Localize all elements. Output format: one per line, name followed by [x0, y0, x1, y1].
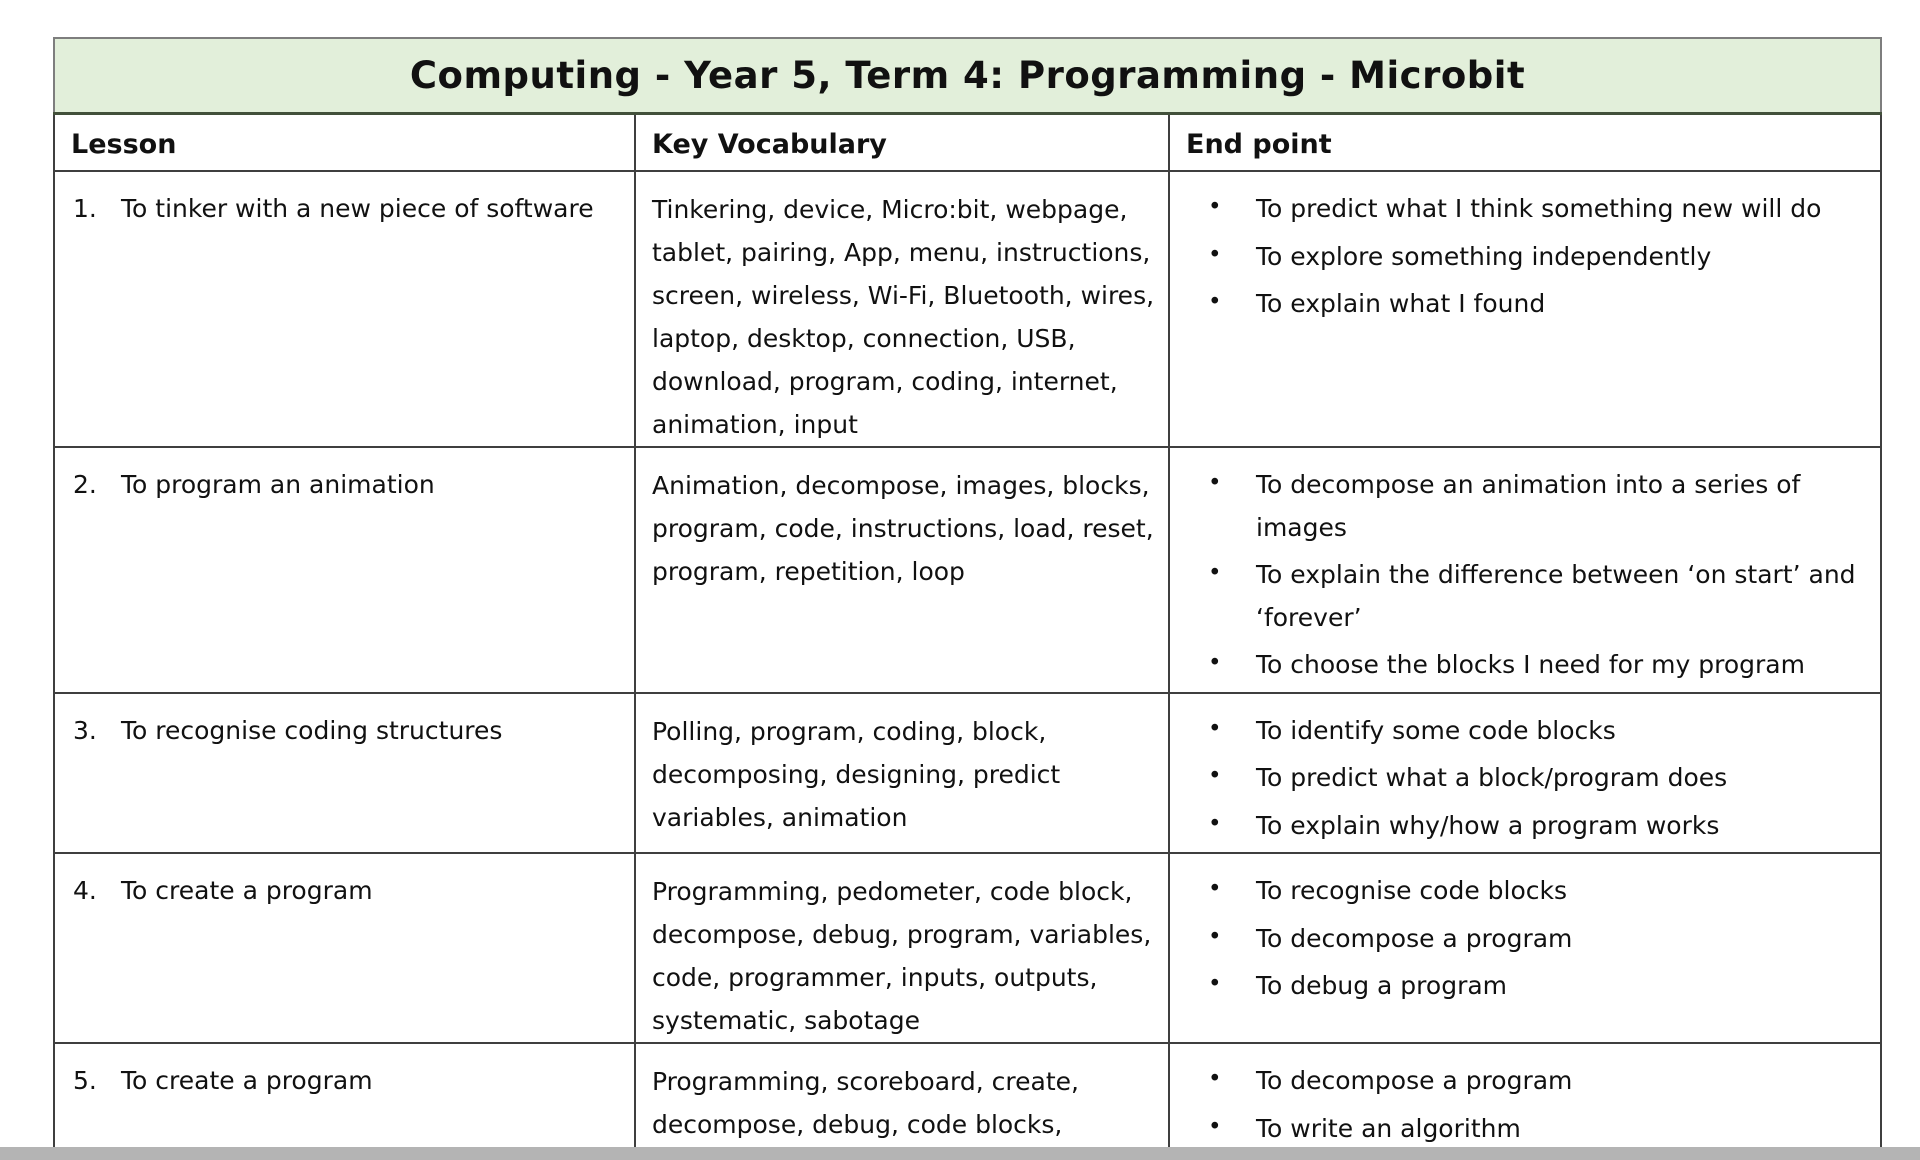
lesson-item: 5. To create a program: [55, 1058, 634, 1103]
lesson-cell: 2. To program an animation: [53, 446, 636, 694]
vocabulary-text: Programming, pedometer, code block, deco…: [652, 877, 1152, 1035]
lesson-number: 3.: [73, 715, 97, 745]
endpoint-text: To choose the blocks I need for my progr…: [1256, 650, 1805, 679]
endpoint-cell: • To identify some code blocks • To pred…: [1167, 691, 1883, 854]
title-row: Computing - Year 5, Term 4: Programming …: [52, 37, 1883, 115]
endpoint-cell: • To decompose a program • To write an a…: [1167, 1042, 1883, 1160]
endpoint-item: • To predict what a block/program does: [1170, 757, 1880, 800]
endpoint-item: • To explore something independently: [1170, 236, 1880, 279]
lesson-title: To create a program: [121, 876, 373, 905]
endpoint-item: • To write an algorithm: [1170, 1108, 1880, 1151]
endpoint-text: To write an algorithm: [1256, 1113, 1521, 1143]
endpoint-item: • To identify some code blocks: [1170, 710, 1880, 753]
curriculum-table: Computing - Year 5, Term 4: Programming …: [52, 37, 1883, 1160]
bullet-icon: •: [1208, 560, 1222, 586]
vocabulary-text: Tinkering, device, Micro:bit, webpage, t…: [652, 195, 1155, 439]
bullet-icon: •: [1208, 1066, 1222, 1092]
endpoint-text: To decompose a program: [1256, 923, 1573, 953]
endpoint-item: • To explain the difference between ‘on …: [1170, 554, 1880, 639]
header-row: Lesson Key Vocabulary End point: [53, 112, 1883, 172]
lesson-cell: 3. To recognise coding structures: [53, 691, 636, 854]
vocabulary-cell: Programming, pedometer, code block, deco…: [634, 852, 1170, 1044]
bullet-icon: •: [1208, 763, 1222, 789]
endpoint-text: To explain the difference between ‘on st…: [1256, 560, 1856, 632]
title-cell: Computing - Year 5, Term 4: Programming …: [52, 37, 1883, 115]
lesson-number: 1.: [73, 194, 97, 223]
endpoint-text: To explain why/how a program works: [1256, 810, 1720, 840]
table-row: 3. To recognise coding structures Pollin…: [53, 691, 1883, 854]
lesson-title: To recognise coding structures: [121, 715, 503, 745]
lesson-number: 2.: [73, 470, 97, 499]
bullet-icon: •: [1208, 971, 1222, 997]
bullet-icon: •: [1208, 1113, 1222, 1140]
endpoint-item: • To decompose an animation into a serie…: [1170, 464, 1880, 549]
table-row: 2. To program an animation Animation, de…: [53, 446, 1883, 694]
endpoint-text: To predict what a block/program does: [1256, 763, 1728, 792]
table-row: 4. To create a program Programming, pedo…: [53, 852, 1883, 1044]
endpoint-item: • To explain what I found: [1170, 283, 1880, 326]
bullet-icon: •: [1208, 241, 1222, 268]
lesson-item: 2. To program an animation: [55, 462, 634, 507]
column-header-lesson: Lesson: [53, 112, 636, 172]
lesson-item: 1. To tinker with a new piece of softwar…: [55, 186, 634, 231]
lesson-title: To program an animation: [121, 470, 435, 499]
vocabulary-text: Programming, scoreboard, create, decompo…: [652, 1067, 1079, 1160]
bullet-icon: •: [1208, 715, 1222, 742]
endpoint-text: To debug a program: [1256, 971, 1508, 1000]
vocabulary-text: Polling, program, coding, block, decompo…: [652, 716, 1061, 832]
lesson-title: To tinker with a new piece of software: [121, 194, 594, 223]
viewer-bottom-edge: [0, 1147, 1920, 1160]
endpoint-text: To explain what I found: [1256, 289, 1546, 318]
lesson-item: 3. To recognise coding structures: [55, 708, 634, 753]
column-header-endpoint: End point: [1167, 112, 1883, 172]
lesson-item: 4. To create a program: [55, 868, 634, 913]
vocabulary-text: Animation, decompose, images, blocks, pr…: [652, 471, 1154, 586]
table-row: 1. To tinker with a new piece of softwar…: [53, 170, 1883, 448]
endpoint-text: To decompose an animation into a series …: [1256, 470, 1801, 542]
column-header-vocabulary: Key Vocabulary: [634, 112, 1170, 172]
endpoint-item: • To decompose a program: [1170, 1060, 1880, 1103]
endpoint-item: • To explain why/how a program works: [1170, 805, 1880, 848]
table-row: 5. To create a program Programming, scor…: [53, 1042, 1883, 1160]
endpoint-cell: • To predict what I think something new …: [1167, 170, 1883, 448]
bullet-icon: •: [1208, 194, 1222, 220]
lesson-cell: 5. To create a program: [53, 1042, 636, 1160]
endpoint-text: To identify some code blocks: [1256, 715, 1616, 745]
bullet-icon: •: [1208, 810, 1222, 837]
endpoint-text: To decompose a program: [1256, 1066, 1573, 1095]
endpoint-text: To explore something independently: [1256, 241, 1712, 271]
endpoint-text: To recognise code blocks: [1256, 876, 1568, 905]
bullet-icon: •: [1208, 650, 1222, 676]
endpoint-item: • To choose the blocks I need for my pro…: [1170, 644, 1880, 687]
page-title: Computing - Year 5, Term 4: Programming …: [409, 53, 1526, 97]
endpoint-item: • To predict what I think something new …: [1170, 188, 1880, 231]
endpoint-item: • To debug a program: [1170, 965, 1880, 1008]
lesson-title: To create a program: [121, 1066, 373, 1095]
bullet-icon: •: [1208, 923, 1222, 950]
bullet-icon: •: [1208, 289, 1222, 315]
lesson-number: 4.: [73, 876, 97, 905]
endpoint-item: • To decompose a program: [1170, 918, 1880, 961]
vocabulary-cell: Tinkering, device, Micro:bit, webpage, t…: [634, 170, 1170, 448]
lesson-cell: 4. To create a program: [53, 852, 636, 1044]
vocabulary-cell: Polling, program, coding, block, decompo…: [634, 691, 1170, 854]
endpoint-cell: • To recognise code blocks • To decompos…: [1167, 852, 1883, 1044]
bullet-icon: •: [1208, 470, 1222, 496]
lesson-cell: 1. To tinker with a new piece of softwar…: [53, 170, 636, 448]
endpoint-item: • To recognise code blocks: [1170, 870, 1880, 913]
lesson-number: 5.: [73, 1066, 97, 1095]
bullet-icon: •: [1208, 876, 1222, 902]
vocabulary-cell: Animation, decompose, images, blocks, pr…: [634, 446, 1170, 694]
endpoint-text: To predict what I think something new wi…: [1256, 194, 1822, 223]
endpoint-cell: • To decompose an animation into a serie…: [1167, 446, 1883, 694]
vocabulary-cell: Programming, scoreboard, create, decompo…: [634, 1042, 1170, 1160]
